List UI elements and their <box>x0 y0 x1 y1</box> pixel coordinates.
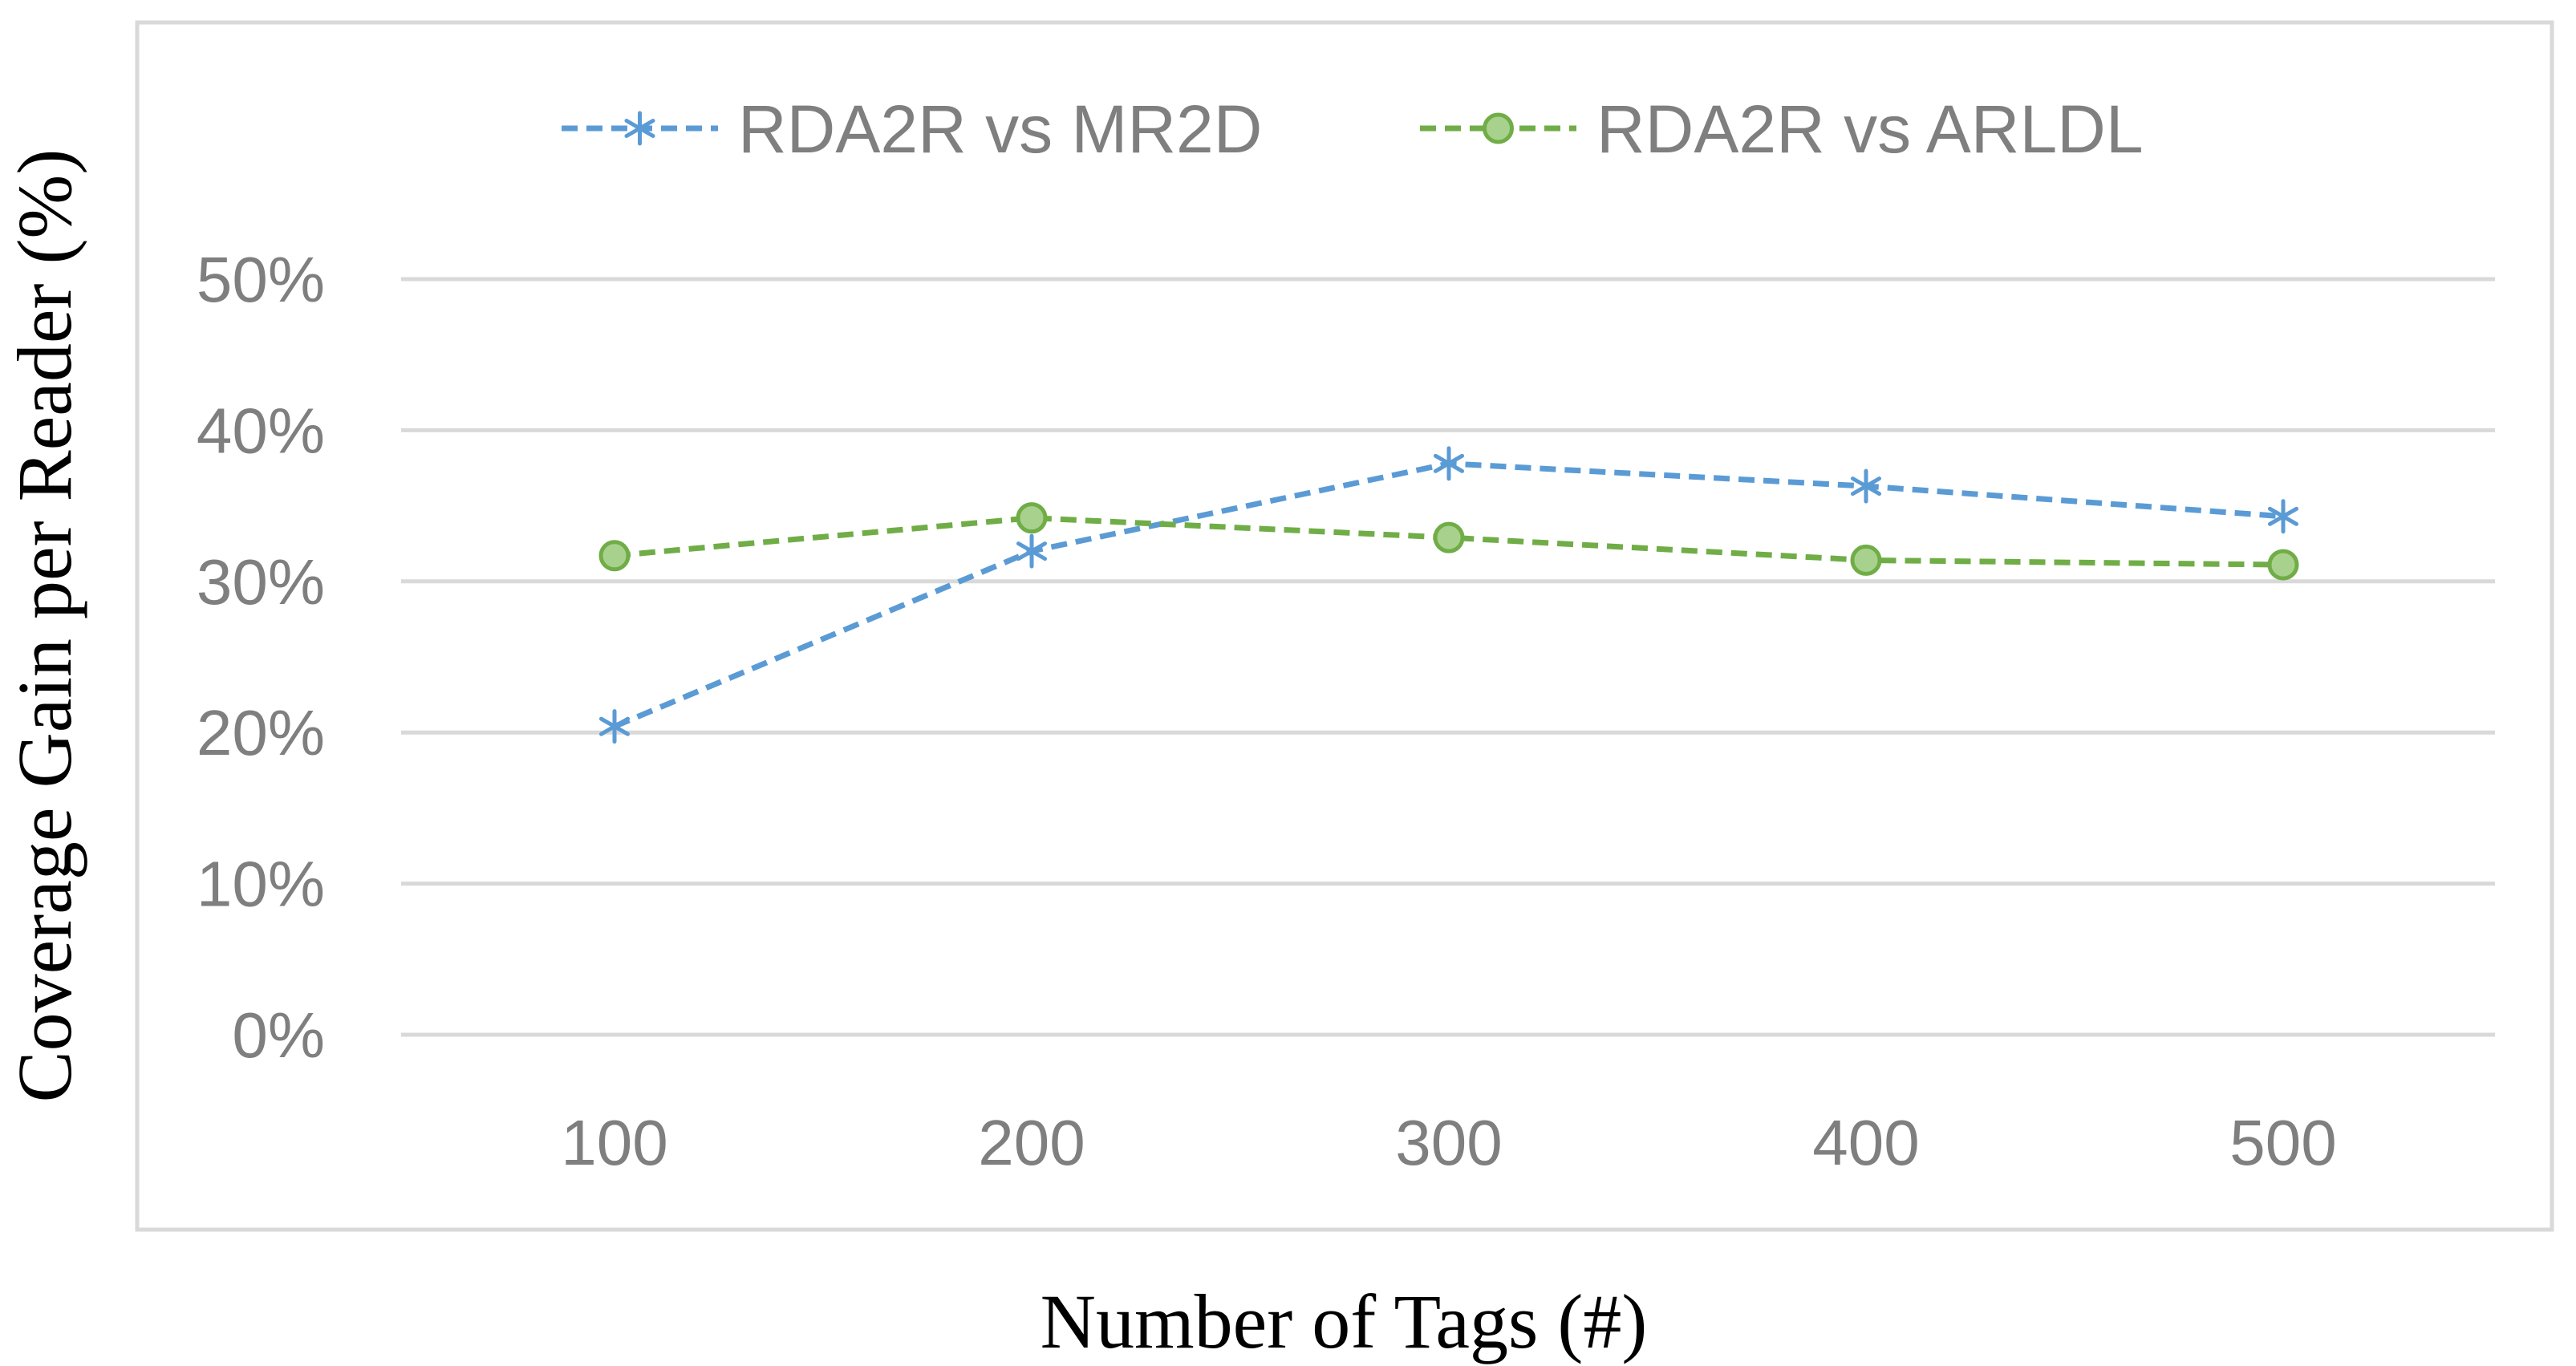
series-1-point-500 <box>2267 499 2299 534</box>
y-tick-label-50: 50% <box>197 244 325 315</box>
series-1-point-300 <box>1433 446 1465 481</box>
series-2-point-300 <box>1433 521 1465 553</box>
series-2-point-200 <box>1016 502 1048 534</box>
legend-marker-1 <box>624 111 655 146</box>
series-2 <box>598 502 2299 581</box>
y-axis-title: Coverage Gain per Reader (%) <box>2 149 87 1103</box>
x-axis-title: Number of Tags (#) <box>1041 1279 1648 1364</box>
series-1 <box>598 446 2299 744</box>
series-1-point-200 <box>1016 533 1048 569</box>
y-tick-label-10: 10% <box>197 849 325 920</box>
series-2-point-400 <box>1850 544 1882 576</box>
x-tick-label-500: 500 <box>2229 1107 2336 1178</box>
legend-marker-2 <box>1483 112 1514 144</box>
x-tick-label-300: 300 <box>1395 1107 1502 1178</box>
x-axis-tick-labels: 100 200 300 400 500 <box>561 1107 2336 1178</box>
x-tick-label-200: 200 <box>978 1107 1085 1178</box>
y-tick-label-20: 20% <box>197 697 325 768</box>
series-1-point-400 <box>1850 468 1882 504</box>
y-axis-tick-labels: 0% 10% 20% 30% 40% 50% <box>197 244 325 1071</box>
x-tick-label-100: 100 <box>561 1107 667 1178</box>
y-tick-label-30: 30% <box>197 546 325 618</box>
series-2-point-500 <box>2267 549 2299 581</box>
y-tick-label-0: 0% <box>232 999 325 1071</box>
series-1-point-100 <box>598 709 631 744</box>
data-series <box>598 446 2299 744</box>
series-2-point-100 <box>598 540 631 572</box>
legend: RDA2R vs MR2D RDA2R vs ARLDL <box>562 91 2144 167</box>
x-tick-label-400: 400 <box>1812 1107 1919 1178</box>
legend-item-1: RDA2R vs MR2D <box>562 91 1262 167</box>
y-tick-label-40: 40% <box>197 395 325 466</box>
gridlines <box>401 277 2495 1037</box>
legend-label-2: RDA2R vs ARLDL <box>1596 91 2144 167</box>
chart-area-frame <box>135 20 2554 1232</box>
legend-item-2: RDA2R vs ARLDL <box>1420 91 2144 167</box>
legend-label-1: RDA2R vs MR2D <box>738 91 1262 167</box>
